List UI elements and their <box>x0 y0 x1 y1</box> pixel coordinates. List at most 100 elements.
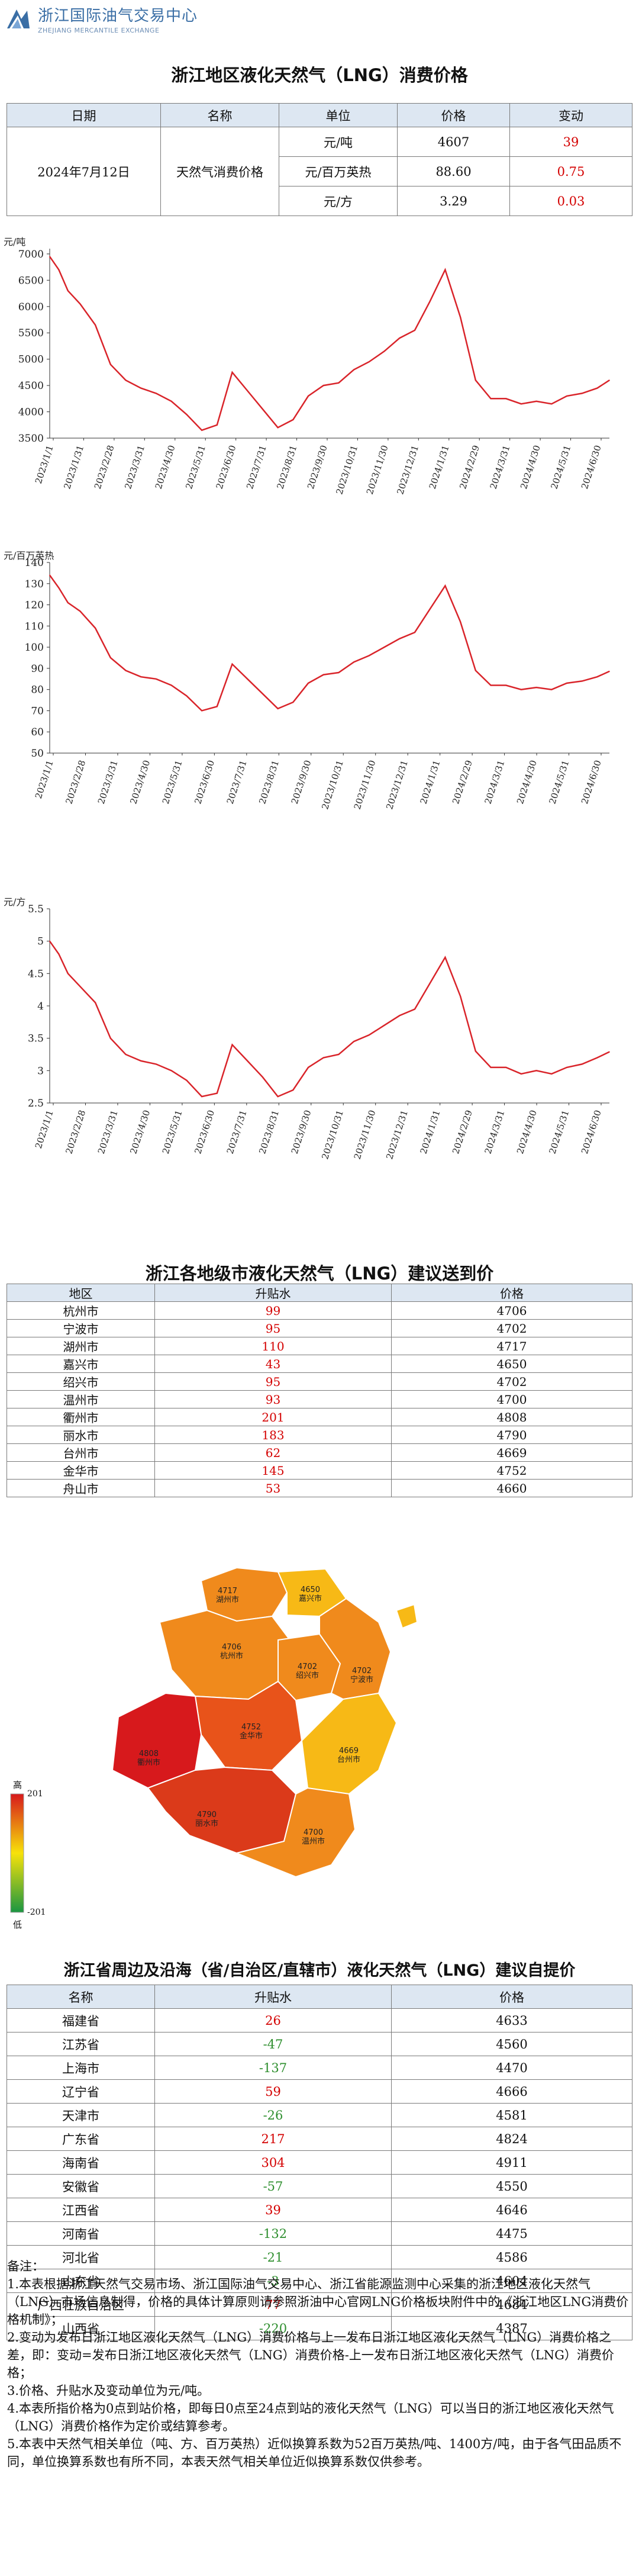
region-price: 4702 <box>391 1372 632 1391</box>
map-label-price: 4752 <box>241 1723 262 1732</box>
x-tick-label: 2023/12/31 <box>384 1109 410 1161</box>
prov-price: 4581 <box>391 2103 632 2127</box>
prov-row: 安徽省 -57 4550 <box>7 2174 632 2198</box>
legend-high: 高 <box>13 1780 22 1790</box>
chart-price-per-cubic-meter: 元/方 2.5 3 3.5 4 4.5 5 5.5 2023/1/1 2023/2/28 2023/… <box>4 896 610 1161</box>
data-point <box>535 400 537 402</box>
region-city: 衢州市 <box>7 1408 155 1426</box>
data-point <box>186 1079 188 1081</box>
x-tick-label: 2023/2/28 <box>63 1109 88 1156</box>
region-price: 4702 <box>391 1319 632 1337</box>
data-point <box>429 608 431 610</box>
col-date: 日期 <box>7 103 161 127</box>
prov-price: 4475 <box>391 2221 632 2246</box>
x-tick-label: 2023/10/31 <box>320 759 346 811</box>
x-tick-label: 2024/2/29 <box>457 444 482 491</box>
data-point <box>338 1054 340 1055</box>
prov-row: 天津市 -26 4581 <box>7 2103 632 2127</box>
data-point <box>79 986 81 987</box>
data-point <box>247 1060 248 1062</box>
data-point <box>170 684 172 686</box>
data-point <box>79 303 81 305</box>
data-point <box>596 387 598 389</box>
x-tick-label: 2023/12/31 <box>384 759 410 811</box>
data-point <box>475 380 476 381</box>
region-premium: 183 <box>154 1426 392 1444</box>
y-tick-label: 5000 <box>18 354 44 366</box>
col-change: 变动 <box>509 103 632 127</box>
data-point <box>67 290 69 291</box>
prov-premium: 59 <box>154 2079 392 2104</box>
col-region: 地区 <box>7 1284 155 1302</box>
data-point <box>460 995 461 997</box>
prov-premium: 26 <box>154 2008 392 2033</box>
prov-row: 福建省 26 4633 <box>7 2008 632 2033</box>
prov-name: 广西壮族自治区 <box>7 2292 155 2317</box>
data-point <box>353 369 354 371</box>
data-point <box>170 400 172 402</box>
region-premium: 95 <box>154 1372 392 1391</box>
prov-price: 4911 <box>391 2150 632 2175</box>
y-tick-label: 4500 <box>18 380 44 392</box>
x-tick-label: 2024/6/30 <box>579 444 604 491</box>
y-axis-label: 元/吨 <box>4 236 25 247</box>
y-tick-label: 100 <box>25 642 44 654</box>
col-price: 价格 <box>391 1985 632 2009</box>
prov-price: 4470 <box>391 2056 632 2080</box>
x-tick-label: 2024/5/31 <box>547 759 571 806</box>
prov-row: 广西壮族自治区 77 4684 <box>7 2292 632 2317</box>
region-row: 舟山市 53 4660 <box>7 1479 632 1497</box>
x-tick-label: 2024/2/29 <box>450 1109 475 1156</box>
data-point <box>338 382 340 384</box>
data-point <box>369 655 370 657</box>
data-point <box>277 427 279 429</box>
x-tick-label: 2023/9/30 <box>289 1109 314 1156</box>
map-label: 4752 金华市 <box>240 1723 263 1741</box>
data-point <box>566 395 567 397</box>
data-point <box>535 1070 537 1072</box>
region-price: 4790 <box>391 1426 632 1444</box>
x-tick-label: 2023/7/31 <box>225 1109 249 1156</box>
price-unit: 元/百万英热 <box>279 156 398 186</box>
data-point <box>262 409 263 410</box>
data-point <box>308 683 309 684</box>
data-point <box>201 1096 202 1097</box>
region-row: 衢州市 201 4808 <box>7 1408 632 1426</box>
region-row: 台州市 62 4669 <box>7 1443 632 1462</box>
prov-price: 4633 <box>391 2008 632 2033</box>
org-name-cn: 浙江国际油气交易中心 <box>38 7 198 25</box>
x-tick-label: 2023/8/31 <box>257 759 281 806</box>
map-label-price: 4669 <box>338 1747 359 1755</box>
prov-row: 辽宁省 59 4666 <box>7 2079 632 2104</box>
x-tick-label: 2024/2/29 <box>450 759 475 806</box>
data-point <box>79 610 81 612</box>
data-point <box>505 398 506 400</box>
data-point <box>581 680 583 682</box>
x-tick-label: 2023/1/1 <box>33 1109 56 1150</box>
y-tick-label: 50 <box>31 748 44 760</box>
price-name: 天然气消费价格 <box>160 127 279 216</box>
region-price: 4808 <box>391 1408 632 1426</box>
data-point <box>429 982 431 984</box>
data-point <box>609 380 610 381</box>
y-tick-label: 3.5 <box>28 1033 44 1045</box>
data-point <box>247 678 248 680</box>
prov-row: 海南省 304 4911 <box>7 2150 632 2175</box>
region-premium: 62 <box>154 1443 392 1462</box>
region-title: 浙江各地级市液化天然气（LNG）建议送到价 <box>145 1263 494 1284</box>
map-label: 4790 丽水市 <box>195 1810 218 1828</box>
region-price: 4669 <box>391 1443 632 1462</box>
map-label-price: 4790 <box>196 1810 217 1819</box>
data-point <box>414 329 415 331</box>
data-point <box>444 585 446 587</box>
prov-premium: 304 <box>154 2150 392 2175</box>
region-premium: 95 <box>154 1319 392 1337</box>
region-row: 杭州市 99 4706 <box>7 1301 632 1320</box>
data-point <box>125 670 127 671</box>
y-axis-label: 元/方 <box>4 896 25 908</box>
prov-name: 江西省 <box>7 2198 155 2222</box>
data-point <box>609 671 610 672</box>
x-tick-label: 2023/2/28 <box>92 444 117 491</box>
region-city: 湖州市 <box>7 1337 155 1355</box>
prov-premium: 77 <box>154 2292 392 2317</box>
